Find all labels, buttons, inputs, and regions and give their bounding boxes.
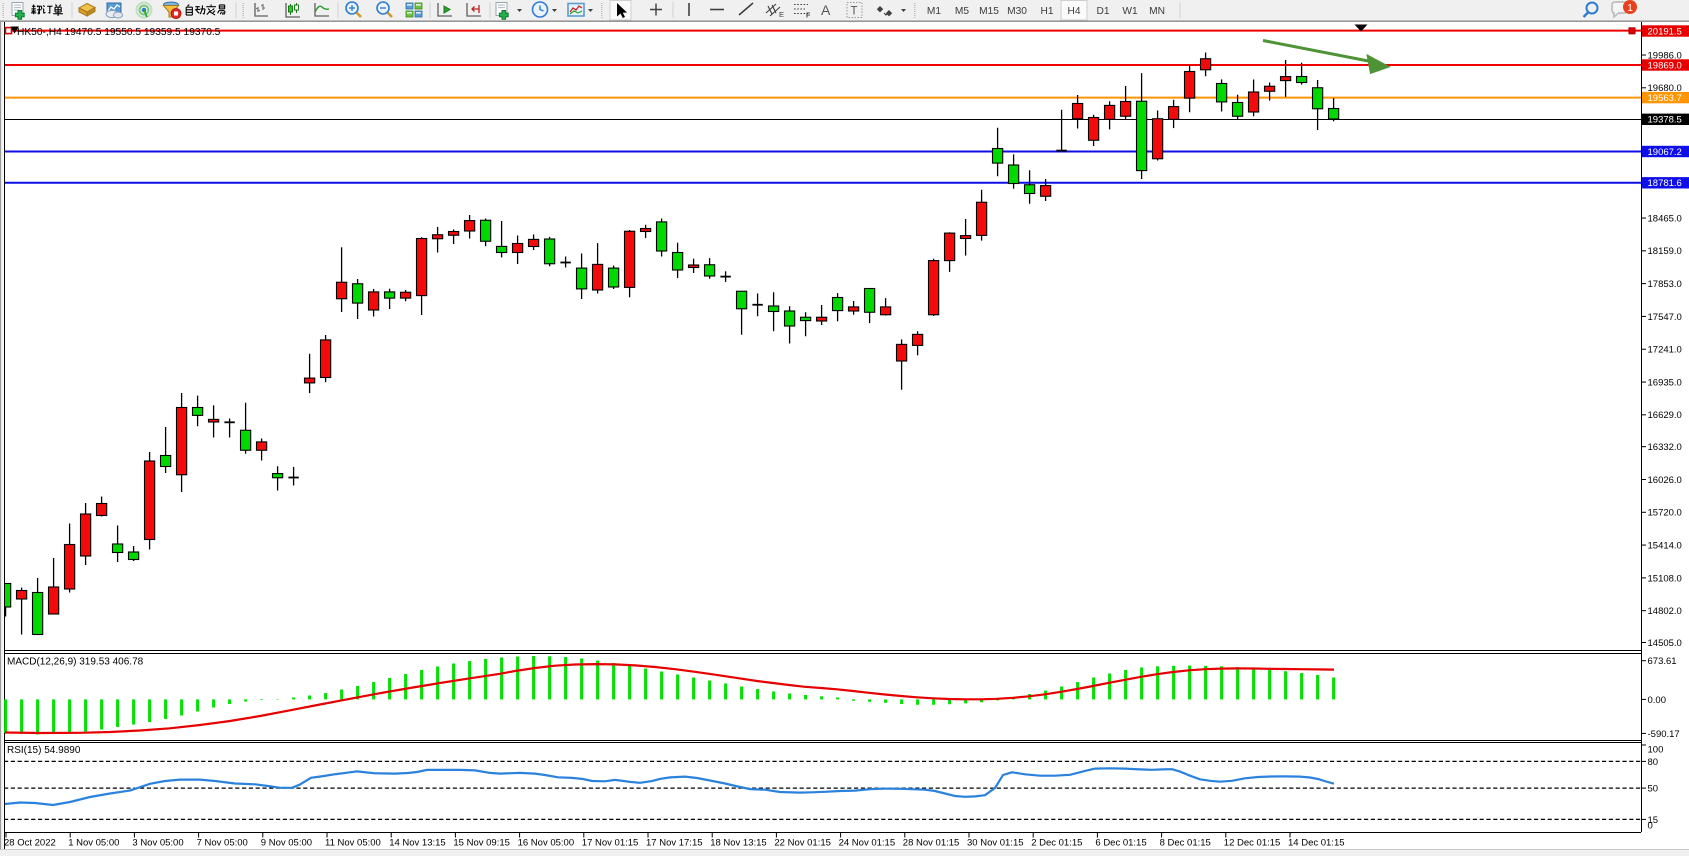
svg-text:14 Dec 01:15: 14 Dec 01:15: [1288, 838, 1345, 849]
svg-text:30 Nov 01:15: 30 Nov 01:15: [967, 838, 1024, 849]
svg-text:12 Dec 01:15: 12 Dec 01:15: [1224, 838, 1281, 849]
svg-text:8 Dec 01:15: 8 Dec 01:15: [1160, 838, 1211, 849]
svg-text:16026.0: 16026.0: [1648, 475, 1682, 486]
svg-text:15720.0: 15720.0: [1648, 508, 1682, 519]
svg-text:673.61: 673.61: [1648, 656, 1677, 667]
svg-text:9 Nov 05:00: 9 Nov 05:00: [261, 838, 312, 849]
svg-text:H4: H4: [1067, 6, 1080, 17]
svg-text:50: 50: [1648, 784, 1659, 795]
svg-text:28 Oct 2022: 28 Oct 2022: [4, 838, 56, 849]
svg-text:E: E: [779, 10, 784, 19]
svg-text:6 Dec 01:15: 6 Dec 01:15: [1095, 838, 1146, 849]
svg-text:17 Nov 17:15: 17 Nov 17:15: [646, 838, 703, 849]
svg-text:22 Nov 01:15: 22 Nov 01:15: [774, 838, 831, 849]
svg-text:M1: M1: [927, 6, 941, 17]
svg-text:F: F: [806, 13, 811, 20]
svg-text:15: 15: [1648, 815, 1659, 826]
svg-text:24 Nov 01:15: 24 Nov 01:15: [839, 838, 896, 849]
svg-text:0: 0: [1648, 820, 1653, 831]
svg-text:M5: M5: [955, 6, 969, 17]
svg-text:17853.0: 17853.0: [1648, 279, 1682, 290]
svg-text:17241.0: 17241.0: [1648, 345, 1682, 356]
svg-text:3 Nov 05:00: 3 Nov 05:00: [132, 838, 183, 849]
svg-text:-590.17: -590.17: [1648, 729, 1680, 740]
svg-text:19680.0: 19680.0: [1648, 83, 1682, 94]
svg-text:20191.5: 20191.5: [1648, 26, 1682, 37]
svg-text:100: 100: [1648, 744, 1664, 755]
svg-text:80: 80: [1648, 757, 1659, 768]
svg-text:1: 1: [1627, 2, 1633, 14]
svg-text:18159.0: 18159.0: [1648, 246, 1682, 257]
svg-text:15108.0: 15108.0: [1648, 573, 1682, 584]
svg-text:14802.0: 14802.0: [1648, 606, 1682, 617]
svg-text:19869.0: 19869.0: [1648, 60, 1682, 71]
svg-text:17 Nov 01:15: 17 Nov 01:15: [582, 838, 639, 849]
svg-text:14 Nov 13:15: 14 Nov 13:15: [389, 838, 446, 849]
svg-text:W1: W1: [1122, 6, 1138, 17]
svg-text:11 Nov 05:00: 11 Nov 05:00: [325, 838, 381, 849]
svg-text:17547.0: 17547.0: [1648, 312, 1682, 323]
svg-text:D1: D1: [1096, 6, 1109, 17]
svg-text:19563.7: 19563.7: [1648, 93, 1682, 104]
svg-text:15414.0: 15414.0: [1648, 540, 1682, 551]
svg-text:MN: MN: [1149, 6, 1165, 17]
svg-text:14505.0: 14505.0: [1648, 638, 1682, 649]
svg-text:16 Nov 05:00: 16 Nov 05:00: [518, 838, 575, 849]
svg-text:MACD(12,26,9) 319.53 406.78: MACD(12,26,9) 319.53 406.78: [7, 657, 144, 668]
svg-text:15 Nov 09:15: 15 Nov 09:15: [453, 838, 510, 849]
svg-text:A: A: [821, 2, 831, 18]
svg-text:16935.0: 16935.0: [1648, 377, 1682, 388]
svg-text:T: T: [851, 6, 858, 18]
svg-text:2 Dec 01:15: 2 Dec 01:15: [1031, 838, 1082, 849]
svg-text:18465.0: 18465.0: [1648, 213, 1682, 224]
svg-text:M15: M15: [979, 6, 999, 17]
svg-text:18 Nov 13:15: 18 Nov 13:15: [710, 838, 767, 849]
svg-text:16332.0: 16332.0: [1648, 442, 1682, 453]
svg-text:M30: M30: [1007, 6, 1027, 17]
svg-text:0.00: 0.00: [1648, 695, 1667, 706]
svg-text:H1: H1: [1040, 6, 1053, 17]
svg-text:19986.0: 19986.0: [1648, 50, 1682, 61]
svg-text:19067.2: 19067.2: [1648, 147, 1682, 158]
svg-text:HK50-,H4 19470.5 19550.5 1935: HK50-,H4 19470.5 19550.5 19359.5 19370.5: [17, 27, 221, 38]
svg-text:28 Nov 01:15: 28 Nov 01:15: [903, 838, 960, 849]
svg-text:16629.0: 16629.0: [1648, 410, 1682, 421]
svg-text:7 Nov 05:00: 7 Nov 05:00: [197, 838, 248, 849]
svg-text:18781.6: 18781.6: [1648, 178, 1682, 189]
svg-text:1 Nov 05:00: 1 Nov 05:00: [68, 838, 119, 849]
svg-text:RSI(15) 54.9890: RSI(15) 54.9890: [7, 745, 81, 756]
svg-text:19378.5: 19378.5: [1648, 115, 1682, 126]
